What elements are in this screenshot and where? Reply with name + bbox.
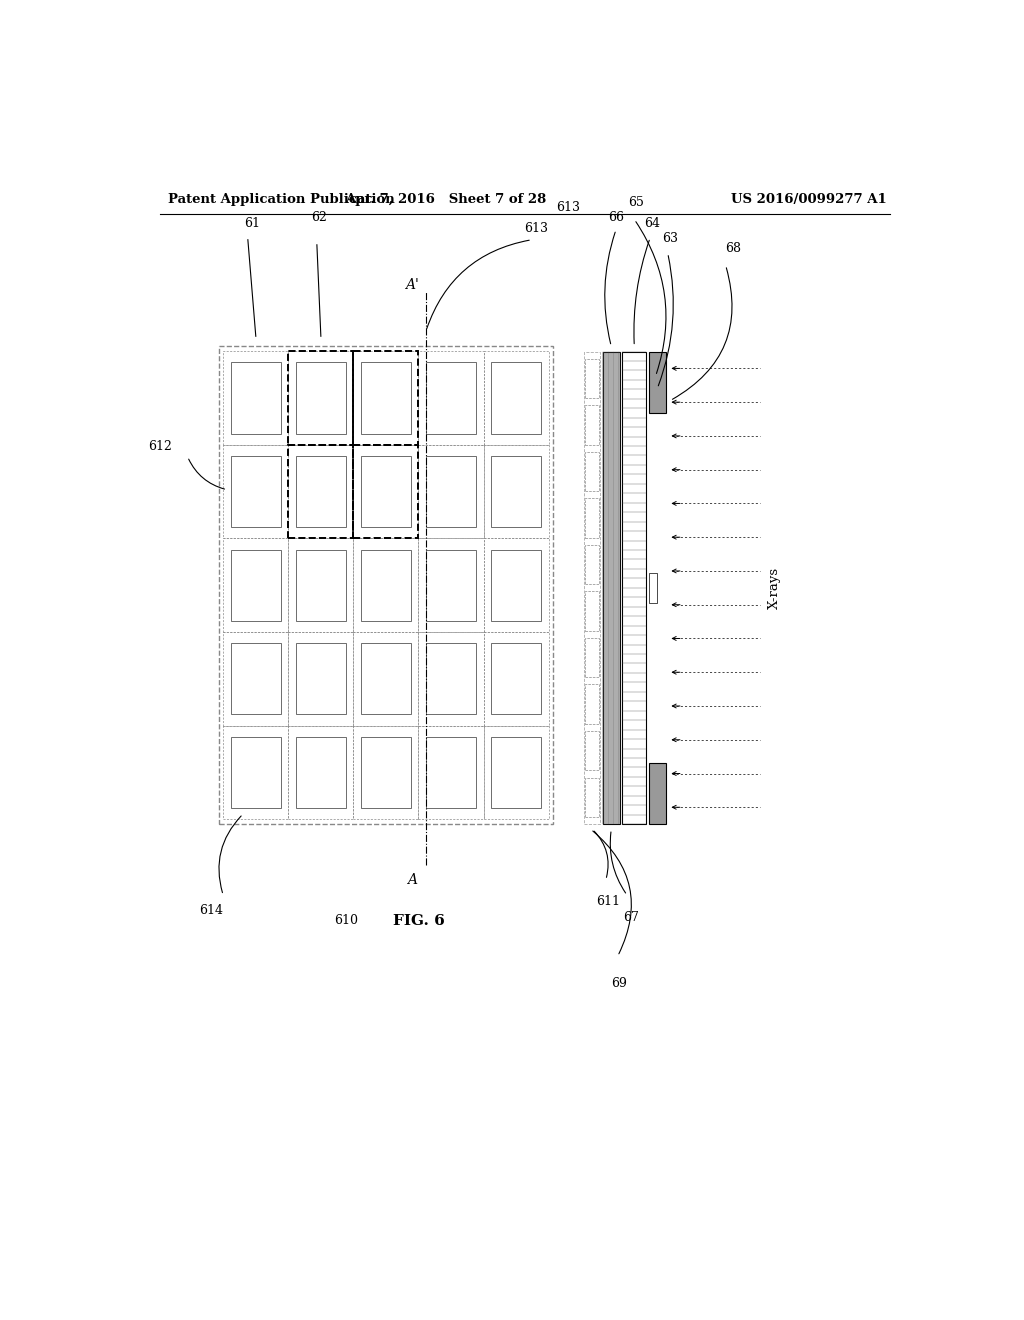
Bar (296, 549, 345, 620)
Text: 61: 61 (244, 216, 260, 230)
Text: 68: 68 (726, 242, 741, 255)
Bar (585, 359, 599, 399)
Bar (361, 457, 411, 527)
Bar (492, 737, 541, 808)
Text: A: A (407, 873, 417, 887)
Bar (492, 363, 541, 433)
Bar (426, 737, 476, 808)
Bar (419, 445, 483, 539)
Bar (231, 457, 281, 527)
Bar (426, 457, 476, 527)
Text: 67: 67 (624, 911, 639, 924)
Bar (353, 445, 419, 539)
Bar (223, 351, 289, 445)
Bar (492, 457, 541, 527)
Bar (353, 351, 419, 445)
Bar (289, 445, 353, 539)
Text: FIG. 6: FIG. 6 (393, 913, 445, 928)
Bar (483, 726, 549, 820)
Text: US 2016/0099277 A1: US 2016/0099277 A1 (731, 193, 887, 206)
Bar (289, 351, 353, 445)
Bar (289, 445, 353, 539)
Text: 611: 611 (596, 895, 621, 908)
Bar (361, 363, 411, 433)
Bar (353, 445, 419, 539)
Bar (223, 539, 289, 632)
Bar (623, 351, 646, 824)
Bar (419, 351, 483, 445)
Text: Apr. 7, 2016   Sheet 7 of 28: Apr. 7, 2016 Sheet 7 of 28 (345, 193, 546, 206)
Bar (426, 643, 476, 714)
Bar (602, 351, 620, 824)
Bar (419, 632, 483, 726)
Bar (426, 549, 476, 620)
Bar (353, 539, 419, 632)
Bar (585, 351, 600, 824)
Bar (289, 351, 353, 445)
Bar (361, 643, 411, 714)
Text: 64: 64 (644, 216, 659, 230)
Text: 613: 613 (524, 222, 548, 235)
Bar (426, 363, 476, 433)
Bar (585, 685, 599, 723)
Bar (419, 539, 483, 632)
Bar (289, 726, 353, 820)
Bar (483, 445, 549, 539)
Bar (289, 632, 353, 726)
Bar (585, 777, 599, 817)
Text: 63: 63 (663, 232, 678, 244)
Bar (585, 498, 599, 537)
Text: A': A' (404, 279, 419, 293)
Bar (296, 363, 345, 433)
Text: 614: 614 (200, 904, 223, 917)
Bar (223, 726, 289, 820)
Bar (296, 457, 345, 527)
Bar (419, 726, 483, 820)
Text: X-rays: X-rays (768, 566, 780, 609)
Text: 65: 65 (628, 197, 644, 209)
Text: 69: 69 (611, 977, 627, 990)
Bar (219, 346, 553, 824)
Bar (361, 549, 411, 620)
Bar (353, 632, 419, 726)
Bar (585, 405, 599, 445)
Text: 613: 613 (556, 202, 581, 214)
Bar (585, 591, 599, 631)
Bar (585, 545, 599, 585)
Bar (231, 643, 281, 714)
Bar (223, 445, 289, 539)
Bar (231, 549, 281, 620)
Bar (353, 351, 419, 445)
Bar (483, 632, 549, 726)
Bar (483, 351, 549, 445)
Text: 62: 62 (311, 211, 328, 224)
Text: 612: 612 (147, 440, 172, 453)
Bar (585, 638, 599, 677)
Bar (231, 363, 281, 433)
Bar (585, 451, 599, 491)
Bar (585, 731, 599, 771)
Bar (648, 763, 666, 824)
Bar (361, 737, 411, 808)
Text: 610: 610 (334, 915, 358, 927)
Bar (483, 539, 549, 632)
Text: 66: 66 (608, 211, 624, 224)
Bar (296, 737, 345, 808)
Text: Patent Application Publication: Patent Application Publication (168, 193, 394, 206)
Bar (648, 573, 657, 603)
Bar (289, 539, 353, 632)
Bar (296, 643, 345, 714)
Bar (223, 632, 289, 726)
Bar (492, 643, 541, 714)
Bar (648, 351, 666, 413)
Bar (492, 549, 541, 620)
Bar (353, 726, 419, 820)
Bar (231, 737, 281, 808)
